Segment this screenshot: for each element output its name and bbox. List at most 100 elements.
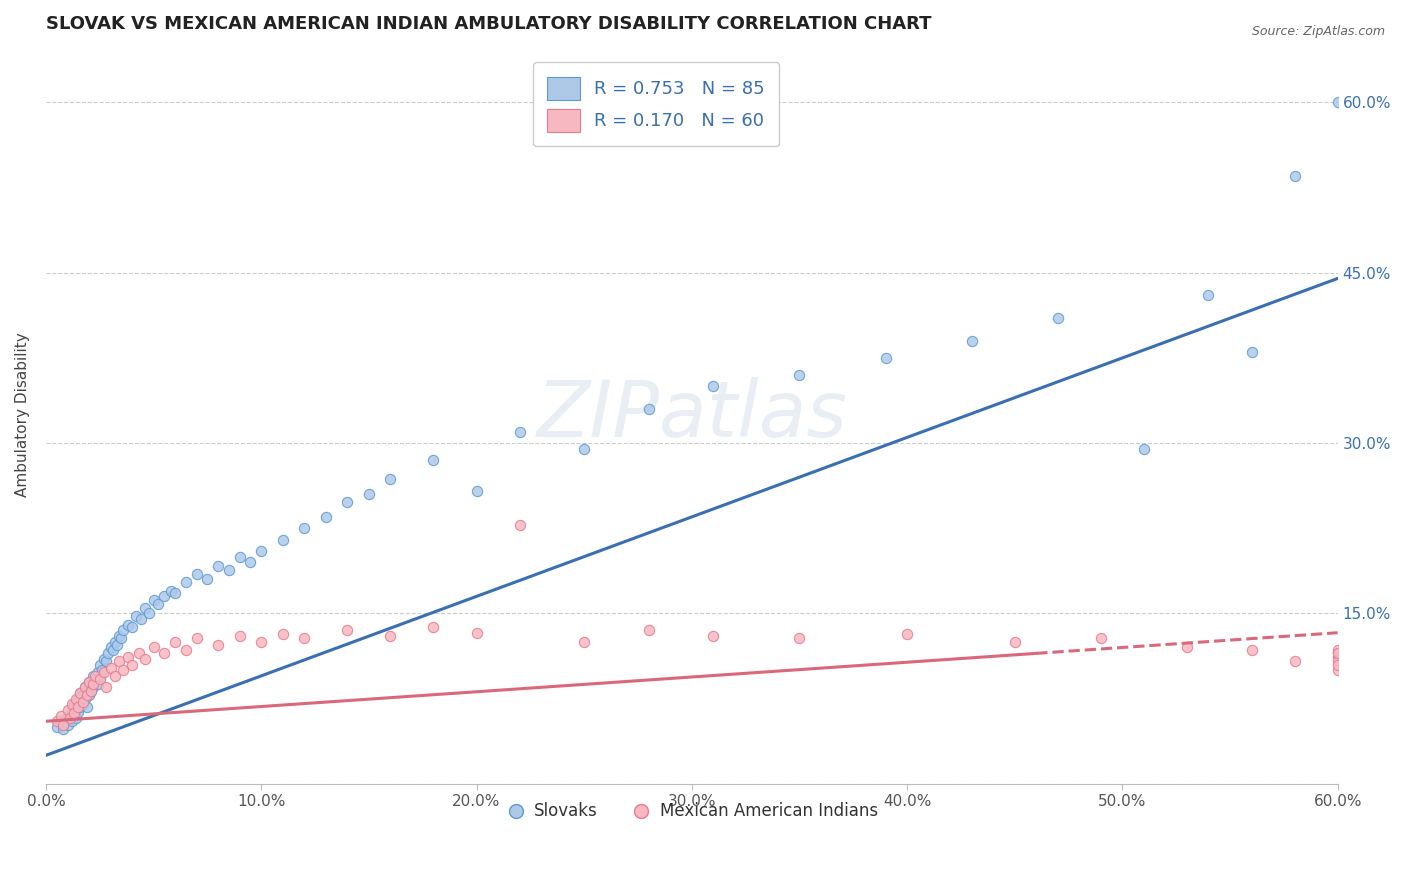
Point: [207, 558, 229, 573]
Point: [97, 646, 120, 660]
Point: [104, 669, 127, 683]
Point: [1198, 288, 1220, 302]
Point: [153, 646, 176, 660]
Point: [108, 654, 131, 668]
Point: [63, 698, 86, 712]
Point: [1284, 654, 1306, 668]
Point: [76, 683, 98, 698]
Point: [100, 640, 122, 655]
Point: [789, 632, 811, 646]
Point: [1326, 663, 1348, 677]
Point: [77, 674, 100, 689]
Point: [82, 680, 104, 694]
Point: [960, 334, 983, 348]
Point: [110, 632, 132, 646]
Point: [1326, 642, 1348, 657]
Point: [165, 635, 187, 649]
Point: [315, 509, 337, 524]
Point: [250, 544, 273, 558]
Point: [72, 688, 94, 702]
Point: [138, 607, 160, 621]
Point: [174, 642, 197, 657]
Point: [380, 472, 402, 486]
Point: [105, 638, 128, 652]
Point: [49, 714, 72, 729]
Point: [197, 572, 219, 586]
Point: [1326, 646, 1348, 660]
Point: [45, 714, 67, 729]
Point: [1326, 654, 1348, 668]
Point: [56, 708, 79, 723]
Point: [186, 632, 208, 646]
Point: [91, 663, 114, 677]
Point: [73, 680, 96, 694]
Point: [89, 669, 111, 683]
Point: [1090, 632, 1112, 646]
Point: [336, 495, 359, 509]
Point: [65, 691, 87, 706]
Point: [101, 642, 124, 657]
Point: [76, 699, 98, 714]
Point: [84, 669, 107, 683]
Point: [112, 624, 135, 638]
Point: [77, 674, 100, 689]
Point: [1175, 640, 1198, 655]
Point: [89, 673, 111, 687]
Point: [52, 717, 75, 731]
Point: [93, 665, 115, 680]
Point: [60, 714, 83, 729]
Point: [228, 629, 250, 643]
Point: [121, 657, 143, 672]
Point: [174, 574, 197, 589]
Point: [117, 649, 139, 664]
Point: [142, 640, 165, 655]
Point: [96, 680, 118, 694]
Point: [80, 683, 103, 698]
Point: [67, 691, 90, 706]
Point: [572, 635, 595, 649]
Point: [1284, 169, 1306, 184]
Point: [65, 711, 87, 725]
Point: [76, 688, 98, 702]
Point: [100, 661, 122, 675]
Point: [129, 612, 152, 626]
Point: [82, 669, 104, 683]
Text: SLOVAK VS MEXICAN AMERICAN INDIAN AMBULATORY DISABILITY CORRELATION CHART: SLOVAK VS MEXICAN AMERICAN INDIAN AMBULA…: [46, 15, 931, 33]
Point: [86, 665, 108, 680]
Point: [67, 695, 90, 709]
Point: [160, 583, 183, 598]
Point: [142, 592, 165, 607]
Point: [789, 368, 811, 382]
Point: [292, 632, 315, 646]
Point: [96, 654, 118, 668]
Point: [422, 453, 444, 467]
Point: [292, 521, 315, 535]
Point: [59, 711, 82, 725]
Point: [89, 657, 111, 672]
Point: [357, 487, 380, 501]
Point: [702, 629, 724, 643]
Point: [509, 517, 531, 532]
Point: [380, 629, 402, 643]
Point: [128, 646, 150, 660]
Point: [465, 625, 488, 640]
Point: [65, 699, 87, 714]
Point: [465, 483, 488, 498]
Point: [112, 663, 135, 677]
Point: [69, 699, 91, 714]
Point: [93, 652, 115, 666]
Point: [896, 627, 918, 641]
Point: [186, 566, 208, 581]
Point: [72, 695, 94, 709]
Point: [49, 708, 72, 723]
Point: [80, 683, 103, 698]
Point: [509, 425, 531, 439]
Point: [59, 711, 82, 725]
Point: [146, 597, 169, 611]
Text: Source: ZipAtlas.com: Source: ZipAtlas.com: [1251, 25, 1385, 38]
Point: [56, 717, 79, 731]
Point: [52, 723, 75, 737]
Text: ZIPatlas: ZIPatlas: [536, 376, 848, 453]
Point: [63, 706, 86, 721]
Point: [67, 699, 90, 714]
